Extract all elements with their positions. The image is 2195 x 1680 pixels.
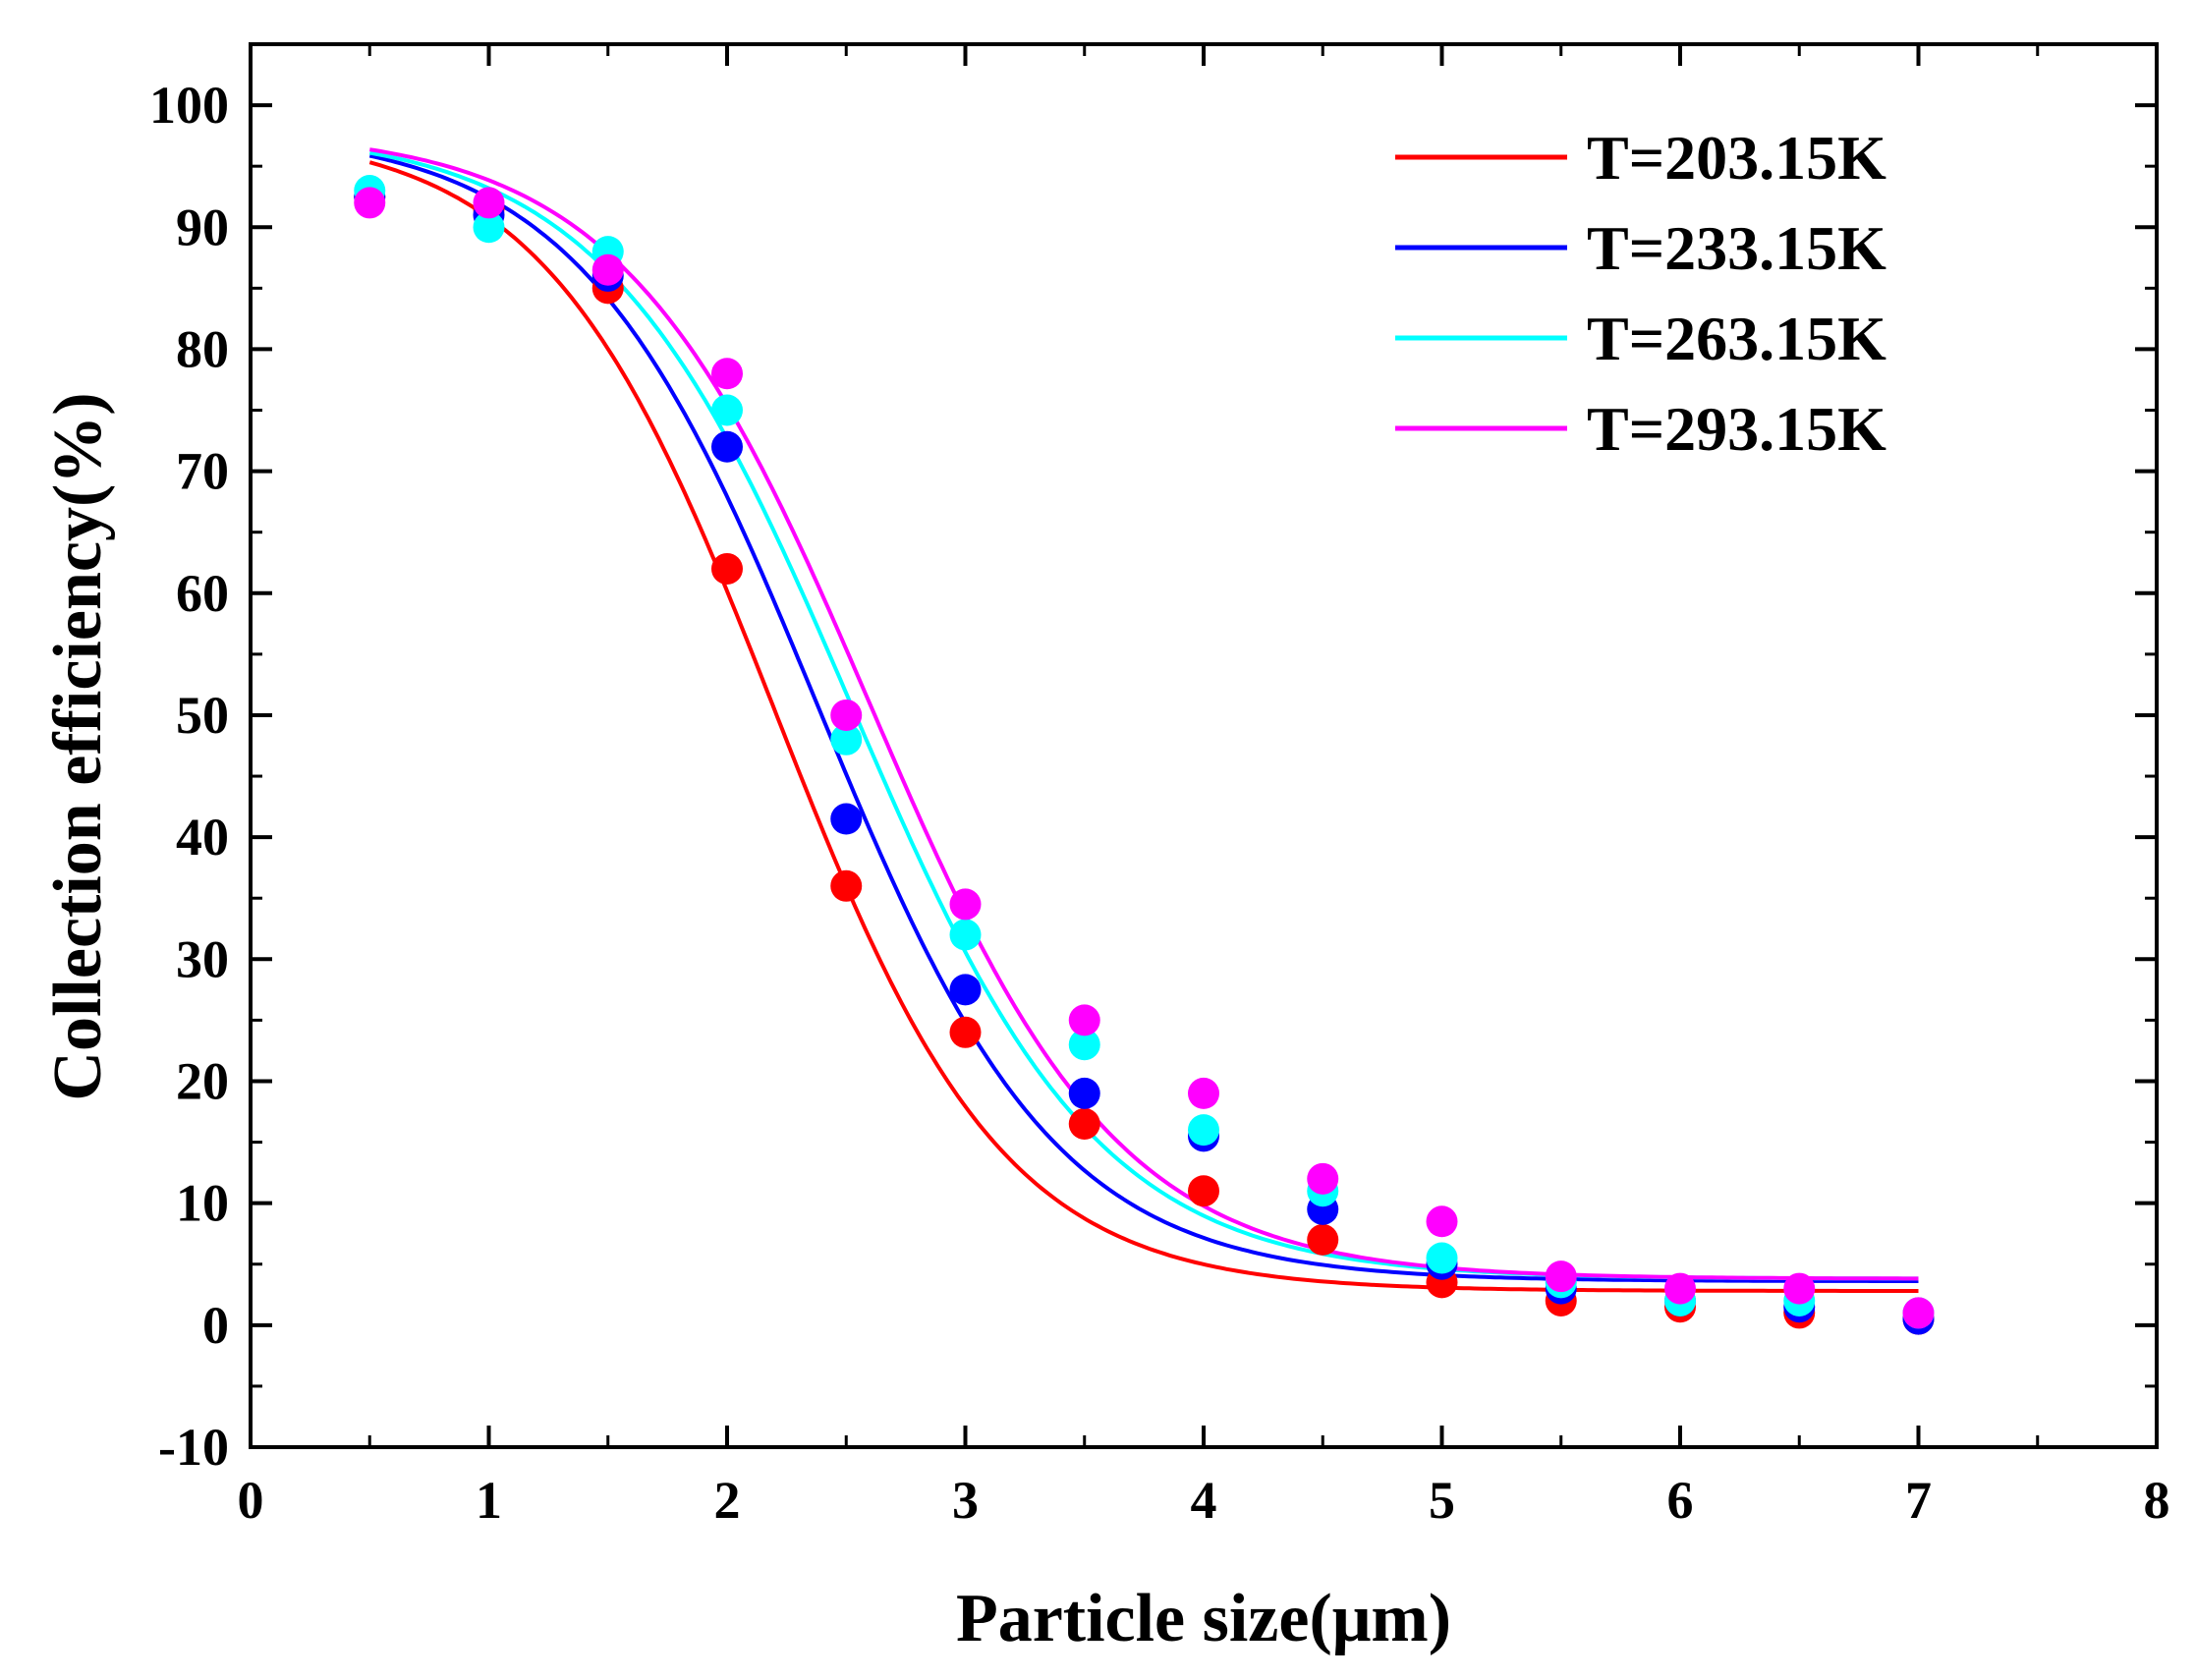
data-point bbox=[1068, 1029, 1100, 1061]
y-tick-label: 60 bbox=[176, 564, 229, 623]
data-points bbox=[354, 175, 1935, 1335]
data-point bbox=[1068, 1107, 1100, 1140]
legend-label: T=203.15K bbox=[1587, 123, 1886, 193]
legend: T=203.15K T=233.15K T=263.15K T=293.15K bbox=[1395, 123, 1886, 464]
y-axis: -10 0 10 20 30 40 50 60 70 80 90 100 bbox=[149, 76, 2157, 1477]
x-axis: 0 1 2 3 4 5 6 7 8 bbox=[238, 44, 2170, 1530]
x-tick-label: 1 bbox=[476, 1471, 502, 1530]
y-tick-label: 70 bbox=[176, 442, 229, 501]
data-point bbox=[1783, 1272, 1816, 1305]
data-point bbox=[830, 723, 863, 756]
x-tick-label: 8 bbox=[2144, 1471, 2170, 1530]
data-point bbox=[1188, 1077, 1219, 1109]
x-tick-label: 7 bbox=[1905, 1471, 1932, 1530]
data-point bbox=[830, 869, 863, 902]
y-tick-label: 20 bbox=[176, 1051, 229, 1110]
legend-label: T=263.15K bbox=[1587, 304, 1886, 373]
data-point bbox=[354, 187, 386, 219]
data-point bbox=[473, 211, 505, 244]
x-tick-label: 5 bbox=[1429, 1471, 1455, 1530]
data-point bbox=[1068, 1004, 1100, 1036]
fit-line bbox=[368, 160, 1919, 1293]
x-axis-title: Particle size(μm) bbox=[956, 1581, 1451, 1656]
data-point bbox=[949, 888, 982, 921]
data-point bbox=[1307, 1223, 1339, 1256]
y-tick-label: 10 bbox=[176, 1174, 229, 1233]
data-point bbox=[711, 430, 743, 463]
data-point bbox=[1664, 1272, 1696, 1305]
y-tick-label: 50 bbox=[176, 686, 229, 745]
y-tick-label: 0 bbox=[202, 1296, 229, 1355]
data-point bbox=[949, 919, 982, 951]
data-point bbox=[711, 394, 743, 426]
data-point bbox=[1902, 1297, 1935, 1329]
fit-curves bbox=[368, 147, 1919, 1293]
fit-line bbox=[368, 147, 1919, 1281]
data-point bbox=[1068, 1077, 1100, 1109]
y-tick-label: 90 bbox=[176, 197, 229, 256]
data-point bbox=[1426, 1242, 1458, 1274]
data-point bbox=[1307, 1162, 1339, 1195]
data-point bbox=[591, 253, 624, 286]
legend-label: T=293.15K bbox=[1587, 394, 1886, 464]
legend-label: T=233.15K bbox=[1587, 213, 1886, 283]
data-point bbox=[711, 552, 743, 585]
data-point bbox=[949, 1016, 982, 1048]
data-point bbox=[473, 187, 505, 219]
y-tick-label: 80 bbox=[176, 319, 229, 378]
data-point bbox=[949, 974, 982, 1006]
x-tick-label: 6 bbox=[1667, 1471, 1694, 1530]
x-tick-label: 2 bbox=[714, 1471, 741, 1530]
x-tick-label: 0 bbox=[238, 1471, 264, 1530]
x-tick-label: 4 bbox=[1191, 1471, 1217, 1530]
data-point bbox=[830, 803, 863, 835]
y-axis-title: Collection efficiency(%) bbox=[40, 392, 116, 1100]
y-tick-label: 100 bbox=[149, 76, 229, 135]
y-tick-label: 30 bbox=[176, 929, 229, 988]
fit-line bbox=[368, 153, 1919, 1283]
data-point bbox=[1188, 1114, 1219, 1147]
data-point bbox=[1545, 1260, 1577, 1293]
data-point bbox=[1426, 1205, 1458, 1238]
data-point bbox=[830, 699, 863, 731]
x-tick-label: 3 bbox=[952, 1471, 979, 1530]
y-tick-label: 40 bbox=[176, 808, 229, 867]
data-point bbox=[711, 358, 743, 390]
data-point bbox=[1188, 1175, 1219, 1207]
y-tick-label: -10 bbox=[158, 1418, 229, 1477]
